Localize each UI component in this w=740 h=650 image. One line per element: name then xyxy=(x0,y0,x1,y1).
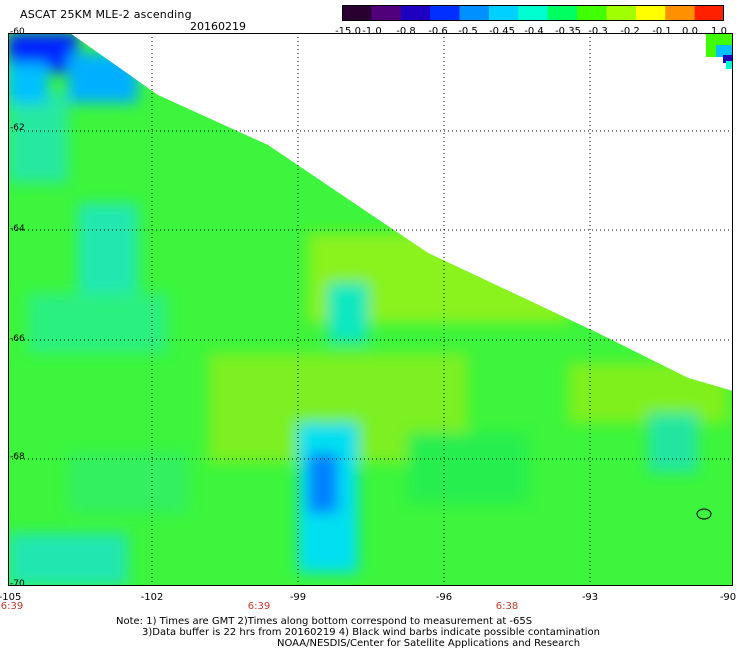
colorbar-label: -0.1 xyxy=(652,26,672,37)
footnote-credit: NOAA/NESDIS/Center for Satellite Applica… xyxy=(277,638,581,649)
corner-swath xyxy=(706,33,733,69)
lon-label: -93 xyxy=(581,592,599,603)
footnote-line-2: 3)Data buffer is 22 hrs from 20160219 4)… xyxy=(142,627,600,638)
lon-label: -105 xyxy=(0,592,22,603)
lat-label: -62 xyxy=(10,123,25,133)
colorbar-cell xyxy=(694,5,724,21)
lon-label: -96 xyxy=(435,592,453,603)
colorbar-labels: -15.0 -1.0 -0.8 -0.6 -0.5 -0.45 -0.4 -0.… xyxy=(0,26,740,38)
colorbar-cell xyxy=(606,5,637,21)
wind-map xyxy=(8,33,733,586)
lon-label: -90 xyxy=(719,592,737,603)
colorbar-cell xyxy=(371,5,402,21)
colorbar-cell xyxy=(400,5,431,21)
colorbar-label: -1.0 xyxy=(362,26,382,37)
colorbar-label: -0.45 xyxy=(489,26,515,37)
lat-label: -70 xyxy=(10,579,25,589)
time-label: 6:38 xyxy=(495,601,519,612)
lat-label: -60 xyxy=(10,27,25,37)
colorbar-label: -0.3 xyxy=(588,26,608,37)
colorbar-label: -0.35 xyxy=(555,26,581,37)
time-label: 6:39 xyxy=(247,601,271,612)
wind-map-svg xyxy=(8,33,733,586)
lat-label: -66 xyxy=(10,334,25,344)
map-date: 20160219 xyxy=(190,20,246,33)
colorbar-label: 1.0 xyxy=(711,26,727,37)
colorbar-cell xyxy=(577,5,608,21)
lat-label: -68 xyxy=(10,452,25,462)
data-swath xyxy=(8,33,733,586)
colorbar xyxy=(342,5,724,21)
graticule xyxy=(8,33,733,586)
colorbar-cell xyxy=(430,5,461,21)
colorbar-label: -0.8 xyxy=(396,26,416,37)
colorbar-cell xyxy=(518,5,549,21)
colorbar-cell xyxy=(665,5,696,21)
colorbar-cell xyxy=(459,5,490,21)
colorbar-label: -0.2 xyxy=(620,26,640,37)
colorbar-cell xyxy=(635,5,666,21)
colorbar-label: -15.0 xyxy=(335,26,361,37)
footnote-line-1: Note: 1) Times are GMT 2)Times along bot… xyxy=(116,616,533,627)
contamination-contour xyxy=(696,508,712,520)
lon-label: -102 xyxy=(140,592,164,603)
colorbar-cell xyxy=(488,5,519,21)
colorbar-label: -0.6 xyxy=(428,26,448,37)
colorbar-label: 0.0 xyxy=(682,26,698,37)
time-label: 6:39 xyxy=(0,601,24,612)
lon-label: -99 xyxy=(289,592,307,603)
colorbar-label: -0.4 xyxy=(524,26,544,37)
colorbar-cell xyxy=(547,5,578,21)
map-title: ASCAT 25KM MLE-2 ascending xyxy=(20,8,192,21)
lat-label: -64 xyxy=(10,224,25,234)
colorbar-label: -0.5 xyxy=(458,26,478,37)
colorbar-cell xyxy=(342,5,372,21)
